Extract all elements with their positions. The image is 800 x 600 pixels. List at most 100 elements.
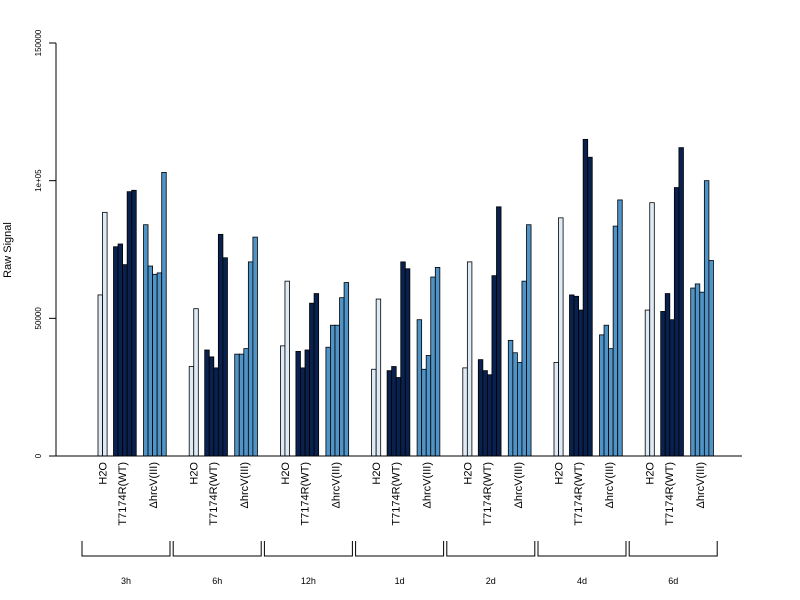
bar	[243, 348, 249, 457]
y-tick-label: 50000	[34, 307, 43, 330]
bar	[573, 295, 579, 457]
bar	[578, 309, 584, 457]
treatment-label: T7174R(WT)	[664, 462, 676, 526]
bar	[152, 273, 158, 457]
bar	[147, 265, 154, 457]
bar	[558, 217, 564, 457]
bar	[117, 243, 124, 457]
bar	[673, 187, 680, 457]
bar	[188, 366, 195, 457]
bar	[313, 293, 320, 457]
group-label: 6d	[668, 576, 678, 586]
bar	[400, 261, 406, 457]
bar	[204, 349, 210, 457]
bar	[247, 261, 254, 457]
group-bracket	[537, 541, 627, 557]
bar	[512, 352, 518, 457]
treatment-label: T7174R(WT)	[208, 462, 220, 526]
bar	[343, 282, 350, 457]
group-label: 6h	[212, 576, 222, 586]
group-bracket	[628, 541, 718, 557]
bar	[649, 202, 655, 457]
bar	[217, 233, 224, 457]
bar	[599, 334, 605, 457]
bar	[434, 266, 441, 457]
bar	[295, 350, 301, 457]
y-axis-title: Raw Signal	[2, 222, 14, 278]
bar	[279, 345, 286, 457]
labels-layer: H2O T7174R(WT) ΔhrcV(III) 3h H2O T7174R(WT) Δh…	[81, 462, 718, 586]
bar	[521, 280, 527, 457]
bar	[466, 261, 473, 457]
bar	[300, 367, 306, 457]
bar	[703, 180, 710, 457]
bar	[193, 308, 199, 457]
bar	[582, 138, 589, 457]
treatment-label: T7174R(WT)	[482, 462, 494, 526]
bar	[325, 346, 331, 457]
bar	[526, 224, 532, 457]
bar	[491, 275, 497, 457]
bar	[304, 349, 310, 457]
y-tick-label: 0	[34, 453, 43, 458]
group-bracket	[446, 541, 536, 557]
treatment-label: H2O	[554, 462, 566, 485]
bar	[375, 298, 382, 457]
bar	[617, 199, 623, 457]
bar	[517, 361, 523, 457]
group-bracket	[81, 541, 171, 557]
treatment-label: T7174R(WT)	[299, 462, 311, 526]
bar	[462, 367, 468, 457]
group-label: 2d	[486, 576, 496, 586]
bar	[371, 368, 377, 457]
y-tick-label: 1e+05	[34, 169, 43, 192]
y-tick-label: 150000	[34, 29, 43, 56]
bar	[612, 225, 619, 457]
bar	[113, 246, 119, 457]
bar	[386, 370, 393, 457]
bar	[425, 355, 432, 457]
bar	[222, 257, 228, 457]
group-label: 3h	[121, 576, 131, 586]
bar	[126, 191, 133, 457]
treatment-label: ΔhrcV(III)	[422, 462, 434, 508]
bar	[603, 324, 609, 457]
treatment-label: ΔhrcV(III)	[695, 462, 707, 508]
bar	[477, 359, 484, 457]
bar	[330, 324, 336, 457]
bar	[486, 374, 493, 457]
bars-layer	[97, 138, 714, 457]
group-label: 12h	[301, 576, 316, 586]
bar	[699, 291, 705, 457]
bar	[482, 370, 488, 457]
bar	[391, 366, 397, 457]
bar	[252, 236, 258, 457]
bar	[416, 319, 423, 457]
bar	[102, 211, 108, 457]
bar	[496, 206, 502, 457]
bar	[131, 189, 137, 457]
bar	[587, 156, 593, 457]
bar	[97, 294, 103, 457]
treatment-label: T7174R(WT)	[391, 462, 403, 526]
bar	[430, 276, 436, 457]
bar	[309, 302, 315, 457]
bar	[334, 324, 340, 457]
treatment-label: H2O	[462, 462, 474, 485]
bar	[507, 339, 514, 457]
treatment-label: H2O	[98, 462, 110, 485]
bar	[660, 311, 666, 457]
treatment-label: ΔhrcV(III)	[604, 462, 616, 508]
group-label: 4d	[577, 576, 587, 586]
bar	[213, 367, 219, 457]
treatment-label: H2O	[189, 462, 201, 485]
group-bracket	[355, 541, 445, 557]
bar	[553, 361, 559, 457]
bar	[678, 147, 684, 457]
treatment-label: ΔhrcV(III)	[330, 462, 342, 508]
bar	[395, 377, 402, 457]
group-bracket	[263, 541, 353, 557]
treatment-label: H2O	[280, 462, 292, 485]
bar	[644, 309, 651, 457]
bar	[122, 264, 128, 457]
